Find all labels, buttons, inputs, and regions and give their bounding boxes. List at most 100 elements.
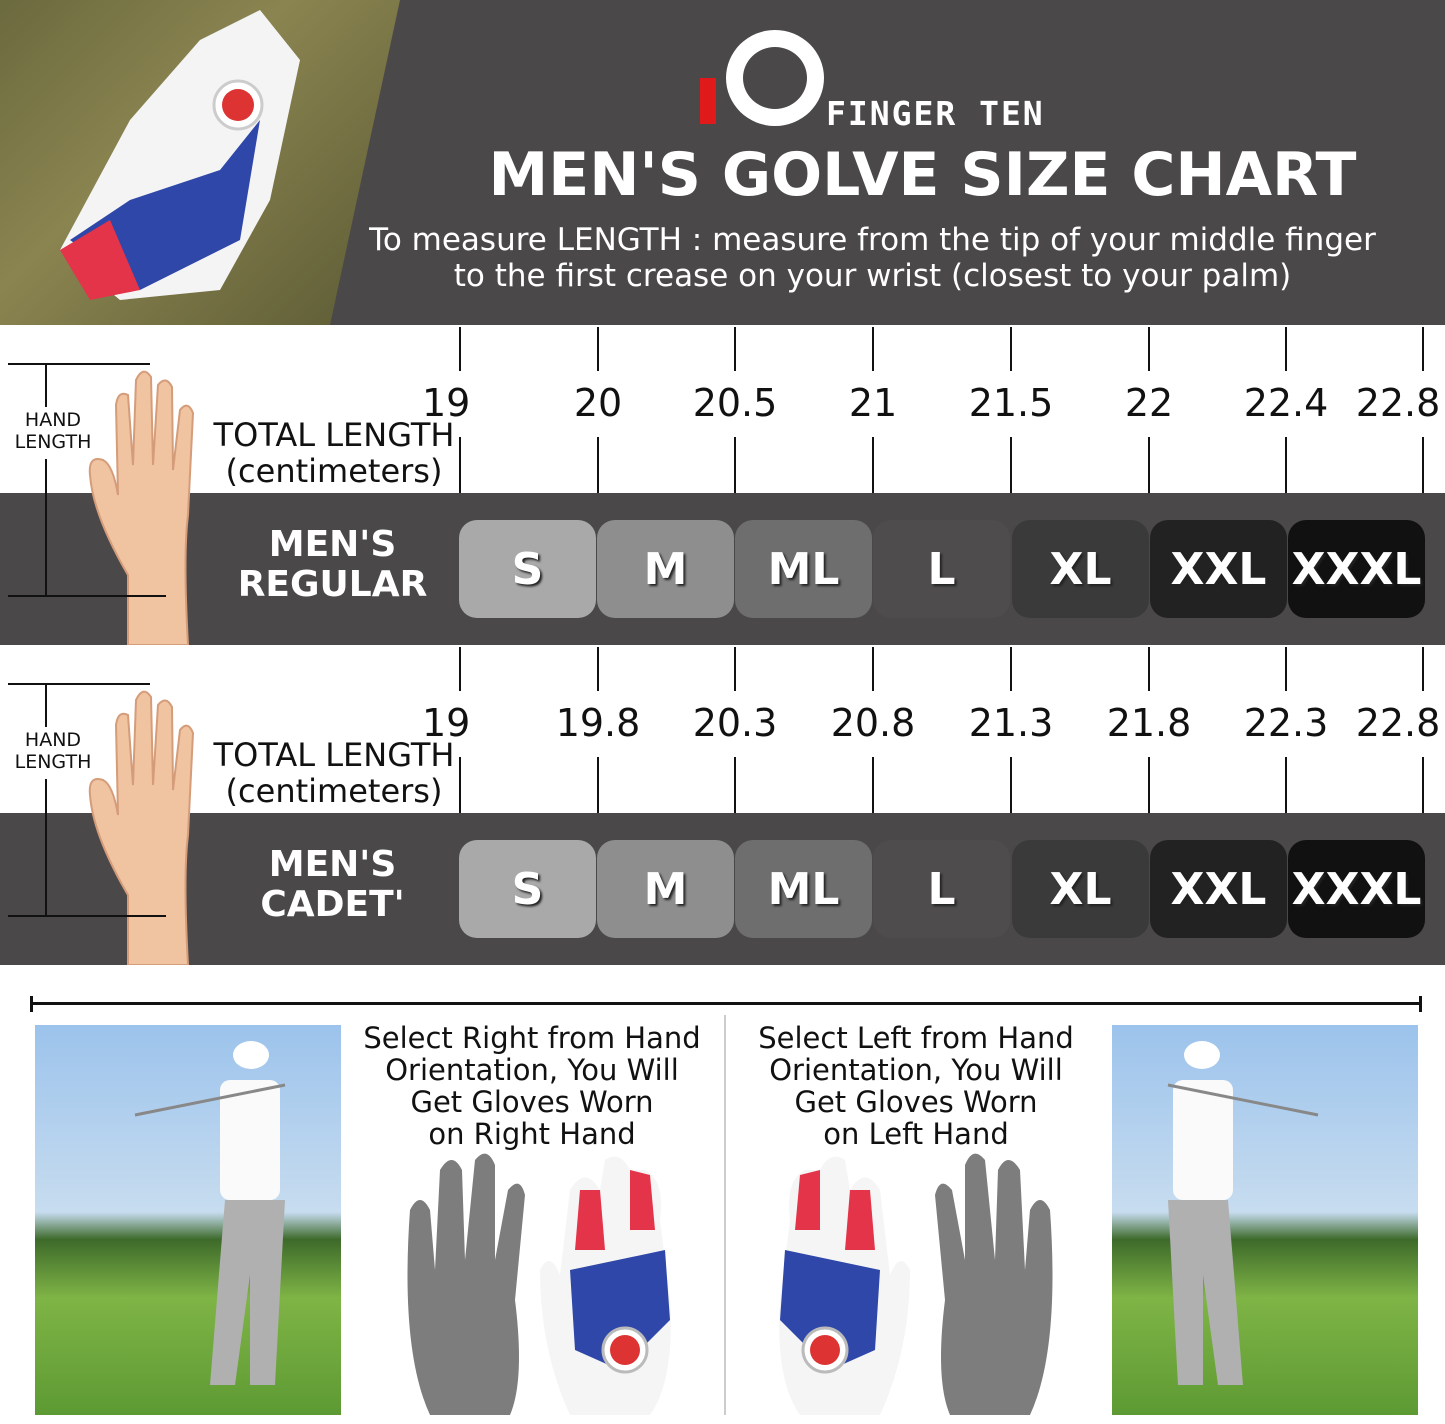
tick-mark-bottom (1285, 757, 1287, 813)
tick-mark-bottom (1148, 437, 1150, 493)
tick-mark-bottom (1422, 757, 1424, 813)
size-xxl-pill: XXL (1150, 520, 1287, 618)
row-label-line: MEN'S (268, 844, 397, 885)
tick-mark-bottom (734, 437, 736, 493)
logo-ring (726, 30, 824, 126)
measure-bracket-bottom (8, 595, 166, 597)
length-label-line: (centimeters) (225, 772, 443, 810)
flag-glove-right (540, 1156, 671, 1415)
tick-mark-top (459, 647, 461, 691)
center-divider (724, 1015, 726, 1415)
size-s-pill: S (459, 840, 596, 938)
logo-red-bar (700, 78, 716, 124)
tick-mark-top (1010, 327, 1012, 371)
size-xl-pill: XL (1012, 520, 1149, 618)
instructions-line-2: to the first crease on your wrist (close… (453, 258, 1292, 294)
row-label: MEN'S REGULAR (215, 525, 450, 605)
gray-hand-silhouette (935, 1153, 1053, 1415)
right-hand-gloves-illustration (407, 1153, 671, 1415)
tick-label: 22.4 (1243, 381, 1329, 425)
flag-glove-left (779, 1156, 910, 1415)
tick-mark-top (1422, 327, 1424, 371)
tick-label: 19 (422, 701, 471, 745)
tick-label: 21 (848, 381, 898, 425)
tick-mark-bottom (1010, 757, 1012, 813)
line-cap-right (1419, 996, 1422, 1012)
row-label-line: CADET' (260, 884, 405, 925)
total-length-label: TOTAL LENGTH (centimeters) (210, 417, 458, 489)
left-text-line: on Left Hand (823, 1117, 1009, 1151)
size-s-pill: S (459, 520, 596, 618)
hand-illustration (88, 685, 218, 966)
tick-label: 22.8 (1355, 701, 1441, 745)
tick-mark-top (872, 647, 874, 691)
tick-mark-top (1148, 647, 1150, 691)
tick-mark-bottom (872, 757, 874, 813)
size-xxl-pill: XXL (1150, 840, 1287, 938)
size-l-pill: L (873, 520, 1010, 618)
tick-mark-top (1285, 327, 1287, 371)
right-text-line: on Right Hand (428, 1117, 636, 1151)
measure-bracket-line (45, 779, 47, 915)
bottom-divider-line (30, 1002, 1422, 1005)
golfer-figure (134, 1041, 286, 1385)
size-m-pill: M (597, 520, 734, 618)
tick-mark-bottom (597, 757, 599, 813)
hand-label-line: LENGTH (14, 431, 92, 453)
tick-label: 21.5 (968, 381, 1054, 425)
size-m-pill: M (597, 840, 734, 938)
tick-label: 21.3 (968, 701, 1054, 745)
glove-hero-photo (0, 0, 400, 325)
tick-label: 19 (422, 381, 471, 425)
tick-mark-top (1285, 647, 1287, 691)
measure-instructions: To measure LENGTH : measure from the tip… (300, 222, 1445, 294)
hand-length-label: HAND LENGTH (5, 729, 101, 773)
gray-hand-silhouette (407, 1153, 525, 1415)
golfer-photo-left-handed (1112, 1025, 1418, 1415)
tick-label: 20.3 (692, 701, 778, 745)
tick-mark-top (597, 327, 599, 371)
tick-label: 22.8 (1355, 381, 1441, 425)
measure-bracket-top (8, 683, 150, 685)
measure-bracket-line (45, 685, 47, 727)
tick-mark-bottom (872, 437, 874, 493)
tick-label: 21.8 (1106, 701, 1192, 745)
tick-mark-bottom (459, 437, 461, 493)
size-ml-pill: ML (735, 840, 872, 938)
right-text-line: Orientation, You Will (385, 1053, 679, 1087)
tick-mark-top (597, 647, 599, 691)
length-label-line: TOTAL LENGTH (213, 736, 455, 774)
total-length-label: TOTAL LENGTH (centimeters) (210, 737, 458, 809)
size-xxxl-pill: XXXL (1288, 840, 1425, 938)
row-label-line: MEN'S (268, 524, 397, 565)
line-cap-left (30, 996, 33, 1012)
length-label-line: (centimeters) (225, 452, 443, 490)
tick-label: 19.8 (555, 701, 641, 745)
tick-mark-top (1422, 647, 1424, 691)
row-label: MEN'S CADET' (215, 845, 450, 925)
tick-mark-bottom (734, 757, 736, 813)
measure-bracket-bottom (8, 915, 166, 917)
right-text-line: Select Right from Hand (363, 1021, 701, 1055)
tick-mark-bottom (1285, 437, 1287, 493)
tick-mark-bottom (597, 437, 599, 493)
hand-illustration (88, 365, 218, 646)
hand-label-line: LENGTH (14, 751, 92, 773)
size-xl-pill: XL (1012, 840, 1149, 938)
length-label-line: TOTAL LENGTH (213, 416, 455, 454)
instructions-line-1: To measure LENGTH : measure from the tip… (369, 222, 1376, 258)
page-title: MEN'S GOLVE SIZE CHART (488, 140, 1357, 210)
hand-length-label: HAND LENGTH (5, 409, 101, 453)
tick-label: 20.5 (692, 381, 778, 425)
right-text-line: Get Gloves Worn (410, 1085, 654, 1119)
measure-bracket-top (8, 363, 150, 365)
tick-mark-bottom (1010, 437, 1012, 493)
left-text-line: Orientation, You Will (769, 1053, 1063, 1087)
tick-mark-top (734, 327, 736, 371)
hand-label-line: HAND (24, 729, 82, 751)
left-text-line: Get Gloves Worn (794, 1085, 1038, 1119)
row-label-line: REGULAR (237, 564, 428, 605)
tick-mark-top (734, 647, 736, 691)
length-scale-section (0, 645, 1445, 813)
tick-label: 20.8 (830, 701, 916, 745)
